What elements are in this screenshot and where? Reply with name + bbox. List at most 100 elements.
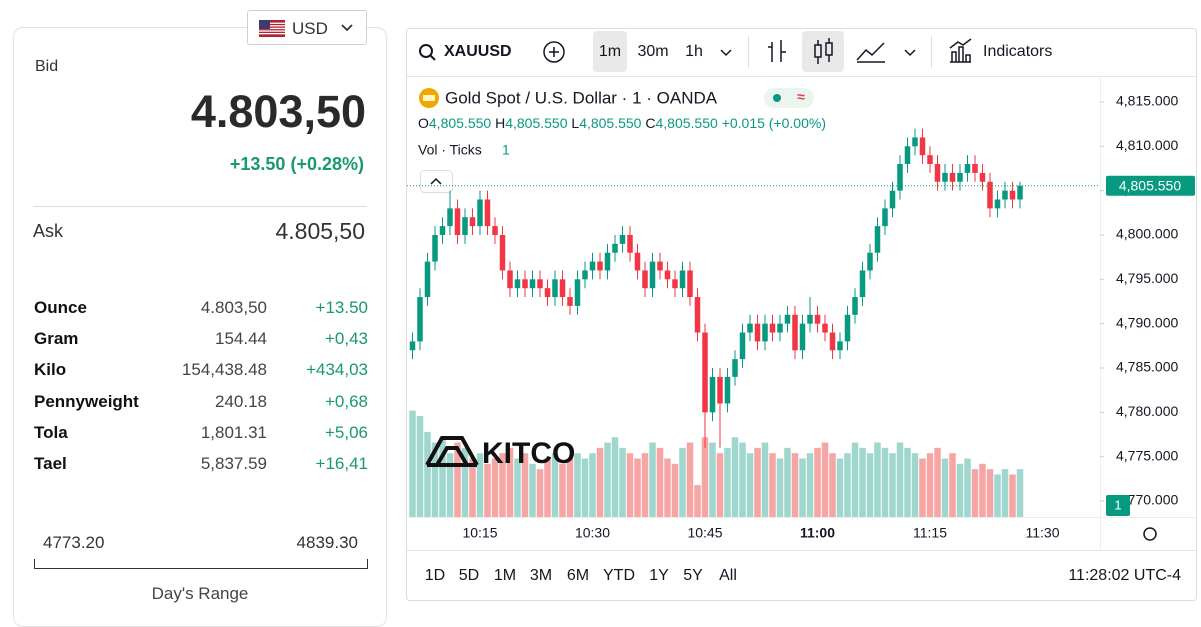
ohlc-key: L xyxy=(571,115,579,131)
candle-body xyxy=(687,270,693,298)
candle-body xyxy=(912,137,918,147)
candle-body xyxy=(777,323,783,333)
search-icon[interactable] xyxy=(419,44,433,58)
legend-title: Gold Spot / U.S. Dollar · 1 · OANDA xyxy=(445,88,718,107)
unit-change: +5,06 xyxy=(324,422,368,442)
bars-icon[interactable] xyxy=(768,40,786,62)
range-low: 4773.20 xyxy=(43,533,105,552)
page: { "currency": "USD", "quote": {"bid_labe… xyxy=(13,10,1197,627)
y-tick-label: 4,790.000 xyxy=(1116,314,1178,330)
candle-body xyxy=(417,297,423,342)
candle-body xyxy=(679,270,686,289)
currency-text: USD xyxy=(292,19,328,38)
bid-value: 4.803,50 xyxy=(190,86,366,137)
volume-bar xyxy=(791,453,799,517)
range-button[interactable]: 1Y xyxy=(649,567,669,584)
compare-icon xyxy=(549,47,559,57)
range-button[interactable]: 5Y xyxy=(683,567,703,584)
ohlc-value: 4,805.550 xyxy=(579,115,641,131)
unit-change: +13.50 xyxy=(315,298,368,317)
currency-select[interactable]: USD xyxy=(247,10,367,45)
range-button[interactable]: 1M xyxy=(494,567,516,584)
candle-body xyxy=(732,359,738,377)
symbol[interactable]: XAUUSD xyxy=(444,43,512,60)
candle-body xyxy=(409,341,416,351)
volume-bar xyxy=(619,447,626,517)
status-icon: ≈ xyxy=(797,89,805,105)
candle-body xyxy=(979,172,986,182)
candle-body xyxy=(1017,185,1023,200)
interval[interactable]: 1h xyxy=(685,43,703,60)
volume-bar xyxy=(1001,469,1009,517)
settings-icon[interactable] xyxy=(1143,527,1157,541)
volume-bar xyxy=(776,458,784,517)
volume-bar xyxy=(686,442,694,517)
compare-button[interactable] xyxy=(543,41,565,63)
candle-body xyxy=(942,172,948,182)
candle-icon xyxy=(825,42,833,56)
unit-name: Tola xyxy=(34,422,68,442)
volume-bar xyxy=(829,453,836,517)
candle-body xyxy=(897,164,903,191)
volume-bar xyxy=(559,463,566,517)
unit-price: 154.44 xyxy=(215,329,267,349)
candle-body xyxy=(1002,190,1008,200)
interval[interactable]: 30m xyxy=(637,43,668,60)
volume-bar xyxy=(949,453,956,517)
volume-bar xyxy=(431,442,439,517)
volume-bar xyxy=(821,442,829,517)
candle-body xyxy=(784,314,791,324)
ohlc-change: +0.015 (+0.00%) xyxy=(722,115,826,131)
volume-bar xyxy=(529,463,536,517)
volume-bar xyxy=(709,442,716,517)
y-tick-label: 4,810.000 xyxy=(1116,137,1178,153)
volume-label: Vol · Ticks xyxy=(418,142,482,158)
candle-body xyxy=(762,323,768,342)
volume-bar xyxy=(581,458,589,517)
candle-body xyxy=(447,208,453,227)
candle-body xyxy=(904,146,911,165)
area-icon[interactable] xyxy=(856,42,885,63)
candle-body xyxy=(507,270,513,289)
unit-name: Ounce xyxy=(34,298,87,317)
indicators[interactable]: Indicators xyxy=(983,43,1052,60)
volume-bar xyxy=(904,447,911,517)
volume-bar xyxy=(679,447,686,517)
candle-body xyxy=(567,297,573,306)
ohlc-value: 4,805.550 xyxy=(505,115,567,131)
range-button[interactable]: YTD xyxy=(603,567,635,584)
volume-bar xyxy=(844,453,851,517)
volume-bar xyxy=(551,453,559,517)
volume-bar xyxy=(836,458,844,517)
unit-change: +0,68 xyxy=(324,391,368,411)
range-bar xyxy=(34,559,368,569)
y-tick-label: 4,775.000 xyxy=(1116,447,1178,463)
volume-bar xyxy=(739,442,746,517)
volume-bar xyxy=(754,447,761,517)
candle-body xyxy=(957,172,963,182)
interval-menu[interactable] xyxy=(720,49,732,57)
volume-bar xyxy=(956,463,964,517)
range-button[interactable]: All xyxy=(719,567,737,584)
candle-body xyxy=(807,314,813,324)
range-button[interactable]: 5D xyxy=(459,567,479,584)
range-button[interactable]: 6M xyxy=(567,567,589,584)
range-button[interactable]: 1D xyxy=(425,567,445,584)
y-tick-label: 4,770.000 xyxy=(1116,492,1178,508)
range-button[interactable]: 3M xyxy=(530,567,552,584)
volume-bar xyxy=(769,453,776,517)
volume-bar xyxy=(476,453,484,517)
style-menu[interactable] xyxy=(904,49,916,57)
collapse-button[interactable] xyxy=(420,170,453,193)
volume-value-label: 1 xyxy=(1114,497,1121,512)
candle-body xyxy=(852,297,858,315)
candle-body xyxy=(837,341,843,351)
interval[interactable]: 1m xyxy=(599,43,621,60)
collapse-icon xyxy=(430,177,442,185)
indicators-icon[interactable] xyxy=(949,38,972,63)
x-tick-label: 10:45 xyxy=(687,525,722,541)
y-tick-label: 4,795.000 xyxy=(1116,270,1178,286)
y-tick-label: 4,785.000 xyxy=(1116,359,1178,375)
candle-body xyxy=(544,288,551,298)
volume-bar xyxy=(439,437,446,517)
